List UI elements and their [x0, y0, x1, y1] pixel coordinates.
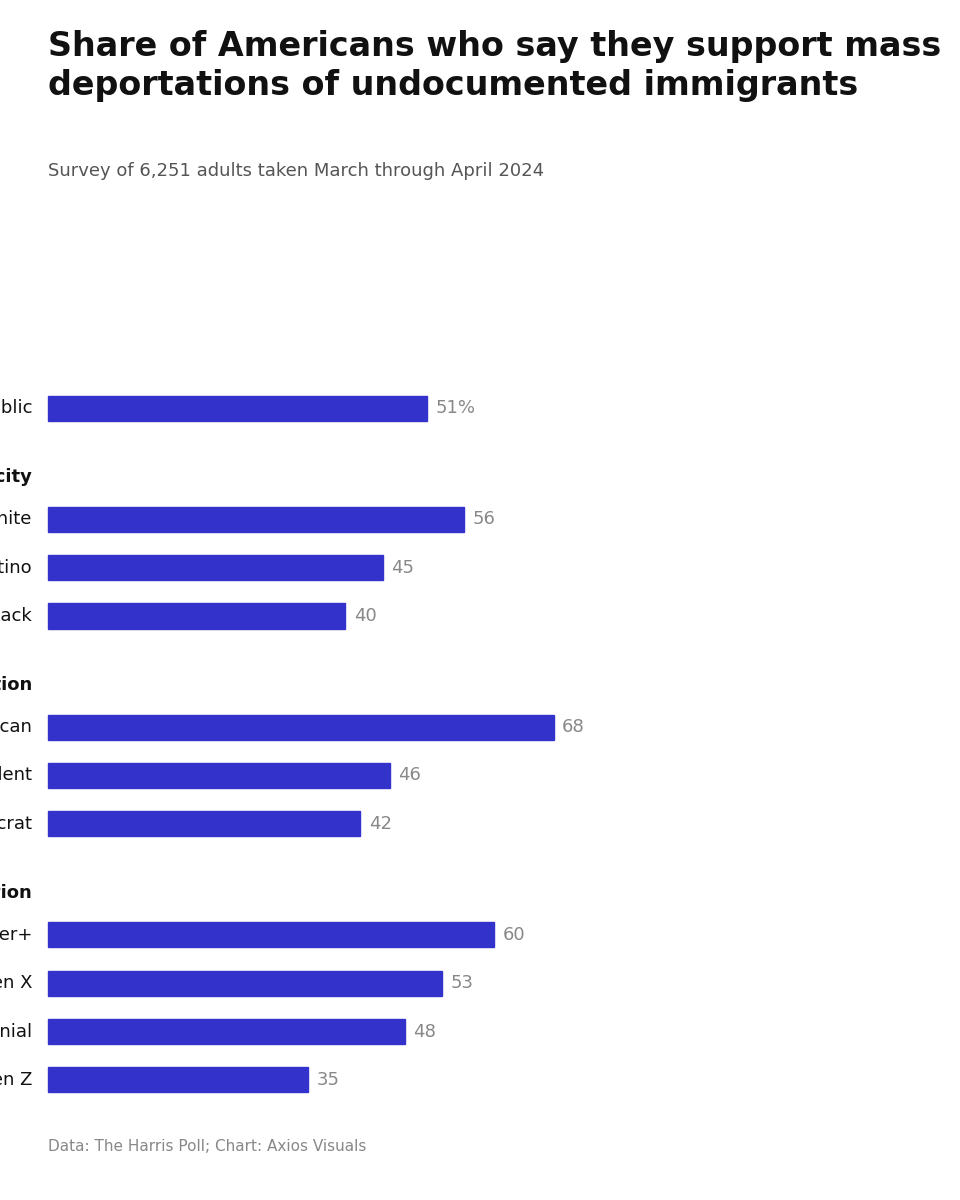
Text: 56: 56: [472, 510, 495, 528]
Text: 42: 42: [369, 815, 392, 833]
Text: Gen X: Gen X: [0, 974, 32, 992]
Text: 60: 60: [502, 926, 525, 944]
Text: Generation: Generation: [0, 883, 32, 901]
Text: Political affiliation: Political affiliation: [0, 676, 32, 694]
Text: Survey of 6,251 adults taken March through April 2024: Survey of 6,251 adults taken March throu…: [48, 162, 544, 180]
Text: 48: 48: [414, 1022, 436, 1040]
Text: Data: The Harris Poll; Chart: Axios Visuals: Data: The Harris Poll; Chart: Axios Visu…: [48, 1140, 367, 1154]
Text: Gen Z: Gen Z: [0, 1070, 32, 1088]
Text: Black: Black: [0, 607, 32, 625]
Bar: [48, 811, 360, 836]
Bar: [48, 971, 442, 996]
Text: Boomer+: Boomer+: [0, 926, 32, 944]
Bar: [48, 923, 494, 948]
Text: 40: 40: [354, 607, 376, 625]
Text: Millennial: Millennial: [0, 1022, 32, 1040]
Text: 68: 68: [562, 718, 585, 736]
Bar: [48, 506, 465, 532]
Text: 35: 35: [317, 1070, 340, 1088]
Text: Independent: Independent: [0, 767, 32, 785]
Bar: [48, 1019, 405, 1044]
Text: White: White: [0, 510, 32, 528]
Text: Race/ethnicity: Race/ethnicity: [0, 468, 32, 486]
Text: Republican: Republican: [0, 718, 32, 736]
Bar: [48, 763, 390, 788]
Bar: [48, 604, 346, 629]
Bar: [48, 396, 427, 421]
Text: 46: 46: [398, 767, 421, 785]
Text: General public: General public: [0, 400, 32, 418]
Bar: [48, 556, 382, 580]
Bar: [48, 1067, 308, 1092]
Text: Latino: Latino: [0, 559, 32, 577]
Bar: [48, 714, 554, 739]
Text: 51%: 51%: [436, 400, 475, 418]
Text: Democrat: Democrat: [0, 815, 32, 833]
Text: 45: 45: [391, 559, 414, 577]
Text: Share of Americans who say they support mass
deportations of undocumented immigr: Share of Americans who say they support …: [48, 30, 941, 102]
Text: 53: 53: [450, 974, 473, 992]
